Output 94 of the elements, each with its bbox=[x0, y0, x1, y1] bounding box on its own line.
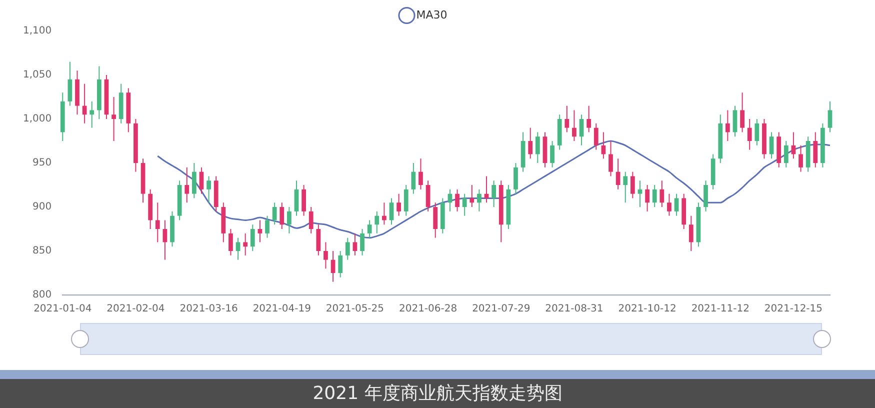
candlestick bbox=[455, 188, 460, 212]
candlestick bbox=[302, 184, 306, 216]
y-tick-label: 850 bbox=[32, 246, 52, 257]
x-tick-label: 2021-07-29 bbox=[472, 304, 530, 315]
candlestick bbox=[594, 122, 598, 150]
x-tick-label: 2021-11-12 bbox=[691, 304, 750, 315]
candlestick bbox=[732, 105, 738, 138]
candlestick bbox=[616, 158, 620, 190]
x-tick-label: 2021-03-16 bbox=[180, 304, 238, 315]
candlestick bbox=[184, 166, 190, 204]
candlestick bbox=[586, 105, 592, 133]
legend-label: MA30 bbox=[416, 8, 448, 22]
candlestick bbox=[265, 215, 270, 238]
x-tick-label: 2021-05-25 bbox=[326, 304, 384, 315]
candlestick bbox=[674, 193, 679, 216]
candlestick bbox=[652, 184, 657, 208]
candlestick bbox=[754, 118, 760, 146]
candlestick bbox=[155, 202, 160, 243]
candlestick bbox=[550, 140, 554, 168]
y-tick-label: 1,000 bbox=[22, 114, 52, 125]
candlestick bbox=[492, 180, 496, 208]
candlestick bbox=[206, 176, 211, 204]
candlestick bbox=[784, 140, 788, 168]
candlestick bbox=[352, 232, 358, 256]
y-tick-label: 1,050 bbox=[22, 70, 52, 81]
candlestick bbox=[250, 224, 255, 252]
candlestick bbox=[418, 158, 423, 190]
candlestick bbox=[660, 180, 664, 208]
candlestick bbox=[645, 184, 650, 212]
candlestick bbox=[608, 140, 613, 177]
candlestick bbox=[236, 237, 240, 260]
candlestick bbox=[228, 228, 233, 256]
candlestick bbox=[813, 132, 818, 168]
candlestick bbox=[470, 184, 474, 208]
candlestick bbox=[389, 198, 394, 226]
x-tick-label: 2021-12-15 bbox=[764, 304, 823, 315]
candlestick bbox=[404, 184, 408, 216]
candlestick bbox=[360, 228, 364, 256]
candlestick bbox=[68, 61, 72, 106]
candlestick bbox=[382, 202, 386, 226]
candlestick bbox=[367, 220, 372, 238]
candlestick bbox=[345, 237, 350, 260]
candlestick bbox=[535, 132, 540, 164]
candlestick bbox=[638, 180, 642, 208]
candlestick bbox=[477, 188, 482, 212]
candlestick bbox=[243, 232, 248, 256]
candlestick bbox=[798, 144, 803, 172]
text: 2021 年度商业航天指数走势图 bbox=[0, 379, 875, 408]
x-tick-label: 2021-10-12 bbox=[618, 304, 676, 315]
candlestick bbox=[308, 206, 314, 234]
candlestick bbox=[828, 100, 832, 133]
candlestick bbox=[688, 215, 694, 252]
candlestick bbox=[747, 118, 752, 150]
x-tick-label: 2021-02-04 bbox=[106, 304, 165, 315]
y-tick-label: 900 bbox=[32, 202, 52, 213]
candlestick bbox=[667, 193, 672, 216]
candlestick bbox=[338, 250, 343, 278]
candlestick bbox=[272, 202, 277, 226]
candlestick bbox=[286, 206, 292, 234]
candlestick bbox=[623, 171, 628, 204]
candlestick bbox=[324, 242, 328, 270]
candlestick bbox=[162, 220, 168, 260]
candlestick bbox=[514, 162, 518, 194]
candlestick bbox=[579, 114, 584, 146]
y-tick-label: 800 bbox=[32, 290, 52, 301]
candlestick bbox=[199, 166, 204, 194]
candlestick bbox=[572, 110, 576, 142]
candlestick bbox=[462, 193, 467, 216]
x-tick-label: 2021-04-19 bbox=[252, 304, 311, 315]
x-tick-label: 2021-08-31 bbox=[545, 304, 604, 315]
y-tick-label: 950 bbox=[32, 158, 52, 169]
candlestick bbox=[258, 220, 262, 243]
candlestick bbox=[294, 180, 299, 216]
x-tick-label: 2021-01-04 bbox=[34, 304, 92, 315]
candlestick bbox=[192, 162, 196, 199]
candlestick bbox=[630, 171, 635, 199]
y-tick-label: 1,100 bbox=[22, 26, 52, 37]
candlestick bbox=[411, 162, 416, 194]
candlestick bbox=[90, 100, 94, 128]
candlestick bbox=[725, 110, 730, 142]
candlestick bbox=[280, 202, 284, 230]
candlestick bbox=[396, 193, 402, 216]
x-tick-label: 2021-06-28 bbox=[398, 304, 458, 315]
candlestick bbox=[564, 105, 570, 133]
candlestick bbox=[740, 92, 744, 133]
candlestick bbox=[528, 127, 533, 160]
candlestick bbox=[112, 96, 116, 142]
candlestick bbox=[426, 180, 430, 212]
candlestick bbox=[704, 180, 708, 212]
candlestick bbox=[330, 250, 336, 282]
candlestick bbox=[769, 132, 774, 160]
candlestick bbox=[433, 202, 438, 238]
candlestick bbox=[316, 224, 321, 256]
candlestick bbox=[374, 210, 380, 234]
